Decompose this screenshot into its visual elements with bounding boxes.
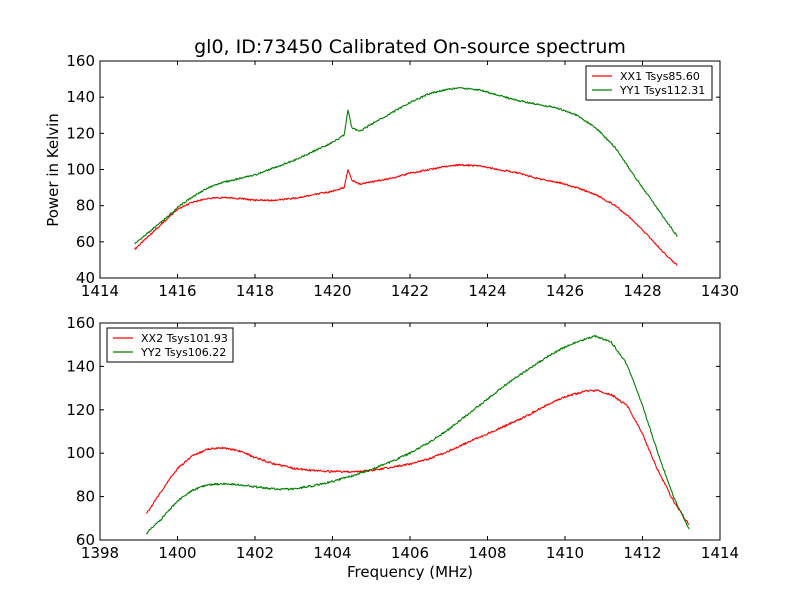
top-y-tick-label: 80 <box>76 197 95 215</box>
bottom-x-tick-label: 1410 <box>546 544 584 562</box>
top-x-tick-label: 1430 <box>701 282 739 300</box>
top-x-tick-label: 1424 <box>468 282 506 300</box>
top-plot-area: 1414 1416 1418 1420 1422 1424 1426 1428 1430 40 60… <box>66 52 739 300</box>
top-x-tick-label: 1414 <box>81 282 119 300</box>
top-y-tick-label: 100 <box>66 161 95 179</box>
bottom-x-tick-label: 1414 <box>701 544 739 562</box>
bottom-y-tick-label: 160 <box>66 314 95 332</box>
top-y-axis-label: Power in Kelvin <box>44 113 62 227</box>
bottom-y-tick-label: 60 <box>76 531 95 549</box>
bottom-x-tick-label: 1398 <box>81 544 119 562</box>
bottom-y-tick-label: 120 <box>66 401 95 419</box>
bottom-series-line-1 <box>146 389 690 526</box>
top-legend-box <box>585 65 713 101</box>
top-series-line-1 <box>134 163 678 266</box>
bottom-y-tick-label: 140 <box>66 357 95 375</box>
top-y-tick-label: 140 <box>66 88 95 106</box>
top-y-tick-label: 120 <box>66 124 95 142</box>
bottom-series-line-2 <box>146 335 690 535</box>
top-legend-entry: XX1 Tsys85.60 <box>620 70 700 83</box>
bottom-plot-area: 1398 1400 1402 1404 1406 1408 1410 1412 1414 60 80… <box>66 314 739 562</box>
top-y-tick-label: 60 <box>76 233 95 251</box>
top-x-tick-label: 1426 <box>546 282 584 300</box>
bottom-x-tick-label: 1408 <box>468 544 506 562</box>
bottom-legend-entry: XX2 Tsys101.93 <box>141 332 228 345</box>
top-y-tick-label: 160 <box>66 52 95 70</box>
top-chart-title: gl0, ID:73450 Calibrated On-source spect… <box>194 36 626 58</box>
bottom-x-axis-label: Frequency (MHz) <box>347 563 473 581</box>
top-x-tick-label: 1428 <box>623 282 661 300</box>
top-x-tick-label: 1418 <box>236 282 274 300</box>
bottom-x-tick-label: 1404 <box>313 544 351 562</box>
bottom-legend-entry: YY2 Tsys106.22 <box>140 346 226 359</box>
top-legend-entry: YY1 Tsys112.31 <box>619 84 705 97</box>
bottom-y-tick-label: 100 <box>66 444 95 462</box>
top-y-tick-label: 40 <box>76 269 95 287</box>
bottom-x-tick-label: 1400 <box>158 544 196 562</box>
top-x-tick-label: 1422 <box>391 282 429 300</box>
bottom-x-tick-label: 1406 <box>391 544 429 562</box>
bottom-x-tick-label: 1402 <box>236 544 274 562</box>
bottom-x-tick-label: 1412 <box>623 544 661 562</box>
top-series-line-2 <box>134 86 678 245</box>
top-x-tick-label: 1416 <box>158 282 196 300</box>
bottom-y-tick-label: 80 <box>76 488 95 506</box>
top-x-tick-label: 1420 <box>313 282 351 300</box>
bottom-legend-box <box>106 327 234 363</box>
